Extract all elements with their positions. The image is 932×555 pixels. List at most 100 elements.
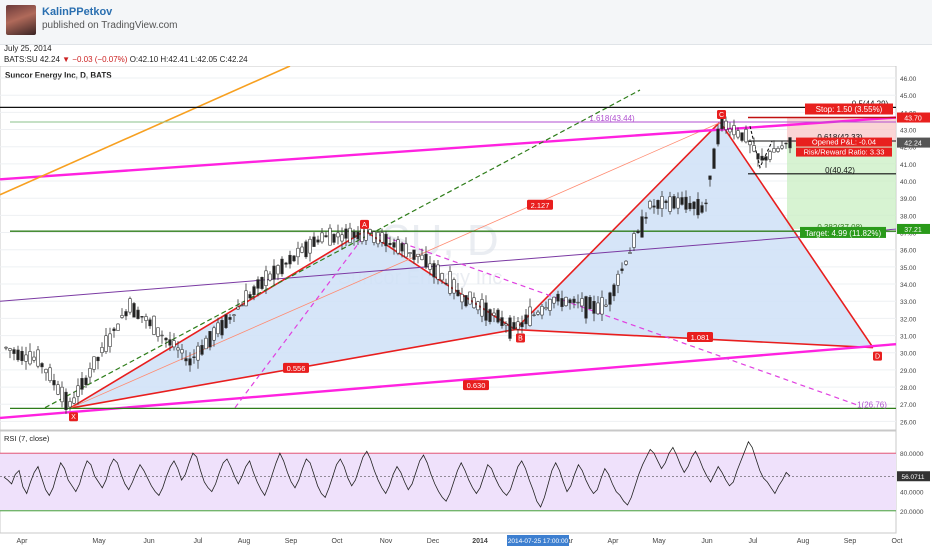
candle-up — [348, 227, 352, 244]
candle-down — [228, 317, 232, 320]
fib-level-label: 0(40.42) — [825, 166, 855, 175]
candle-up — [552, 296, 556, 304]
time-tick-label: May — [652, 538, 666, 545]
candle-up — [580, 298, 584, 307]
time-tick-label: Oct — [332, 538, 343, 545]
candle-up — [8, 348, 12, 351]
candle-up — [76, 385, 80, 397]
candle-up — [196, 345, 200, 361]
candle-down — [700, 205, 704, 213]
price-tick-label: 29.00 — [900, 368, 917, 375]
time-tick-label: Sep — [285, 538, 298, 545]
candle-up — [4, 346, 8, 349]
candle-down — [248, 294, 252, 299]
candle-down — [132, 303, 136, 318]
candle-down — [148, 319, 152, 327]
rsi-last-badge: 56.0711 — [901, 474, 924, 481]
time-tick-label: May — [92, 538, 106, 545]
candle-up — [340, 234, 344, 242]
time-tick-label: 2014 — [472, 538, 488, 545]
candle-down — [140, 316, 144, 318]
candle-down — [208, 331, 212, 348]
candle-down — [288, 254, 292, 265]
chart-area[interactable]: Suncor Energy Inc, D, BATS SU, D Suncor … — [0, 65, 932, 550]
candle-up — [44, 368, 48, 374]
candle-up — [28, 351, 32, 365]
candle-up — [576, 301, 580, 304]
candle-down — [688, 202, 692, 210]
target-label-box — [800, 226, 886, 238]
candle-up — [780, 145, 784, 149]
price-tick-label: 34.00 — [900, 282, 917, 289]
rsi-tick-label: 80.0000 — [900, 451, 924, 458]
candle-up — [276, 265, 280, 275]
quote-open: O:42.10 — [129, 55, 159, 64]
candlesticks — [4, 115, 792, 414]
candle-up — [144, 316, 148, 321]
time-tick-label: Jul — [749, 538, 758, 545]
orange-trendline — [0, 65, 291, 196]
candle-down — [124, 311, 128, 317]
candle-up — [104, 335, 108, 352]
candle-down — [424, 253, 428, 268]
rsi-tick-label: 40.0000 — [900, 490, 924, 497]
candle-up — [244, 290, 248, 307]
candle-up — [396, 239, 400, 254]
candle-up — [24, 354, 28, 362]
candle-up — [468, 291, 472, 305]
price-chart-svg[interactable]: Suncor Energy Inc, D, BATS SU, D Suncor … — [0, 65, 932, 550]
quote-symbol: BATS:SU — [4, 55, 38, 64]
pattern-point-c: C — [719, 112, 724, 119]
price-tick-label: 38.00 — [900, 213, 917, 220]
price-tick-label: 35.00 — [900, 265, 917, 272]
price-tick-label: 32.00 — [900, 316, 917, 323]
dashed-green-trendline — [44, 89, 641, 409]
price-tick-label: 46.00 — [900, 76, 917, 83]
candle-down — [280, 258, 284, 275]
candle-up — [448, 271, 452, 294]
fib-level-label: 1(26.76) — [857, 400, 887, 409]
candle-up — [308, 238, 312, 254]
candle-up — [296, 247, 300, 258]
candle-down — [620, 268, 624, 271]
author-avatar[interactable] — [6, 5, 36, 35]
price-tick-label: 28.00 — [900, 385, 917, 392]
candle-down — [524, 314, 528, 325]
price-tick-label: 39.00 — [900, 196, 917, 203]
candle-down — [584, 296, 588, 319]
quote-last: 42.24 — [39, 55, 60, 64]
candle-up — [460, 294, 464, 303]
candle-down — [164, 337, 168, 341]
candle-down — [692, 201, 696, 209]
candle-down — [412, 249, 416, 260]
candle-up — [404, 243, 408, 258]
stop-price-badge-box — [897, 112, 930, 123]
candle-up — [660, 196, 664, 209]
rsi-pane: RSI (7, close) 80.0000 40.0000 20.0000 56.07… — [0, 434, 930, 516]
candle-up — [60, 386, 64, 403]
price-tick-label: 43.00 — [900, 128, 917, 135]
candle-up — [744, 129, 748, 143]
author-name-link[interactable]: KalinPPetkov — [42, 6, 113, 18]
price-axis: 46.0045.0044.0043.0042.0041.0040.0039.00… — [897, 76, 930, 426]
target-price-badge: 37.21 — [904, 227, 922, 234]
candle-down — [680, 197, 684, 205]
pattern-point-badge — [873, 351, 882, 361]
candle-down — [568, 299, 572, 304]
candle-down — [52, 380, 56, 386]
price-tick-label: 26.00 — [900, 419, 917, 426]
time-tick-label: Sep — [844, 538, 857, 545]
candle-up — [68, 401, 72, 408]
rsi-tick-label: 20.0000 — [900, 509, 924, 516]
ratio-label: 0.630 — [467, 381, 486, 390]
candle-down — [252, 286, 256, 296]
candle-up — [728, 128, 732, 133]
candle-down — [344, 228, 348, 239]
candle-up — [632, 233, 636, 248]
publish-header: KalinPPetkov published on TradingView.co… — [0, 0, 932, 45]
candle-down — [224, 314, 228, 328]
time-tick-label: Dec — [427, 538, 440, 545]
candle-down — [304, 241, 308, 258]
candle-up — [212, 327, 216, 341]
quote-line: BATS:SU 42.24 ▼ −0.03 (−0.07%) O:42.10 H… — [4, 55, 248, 64]
